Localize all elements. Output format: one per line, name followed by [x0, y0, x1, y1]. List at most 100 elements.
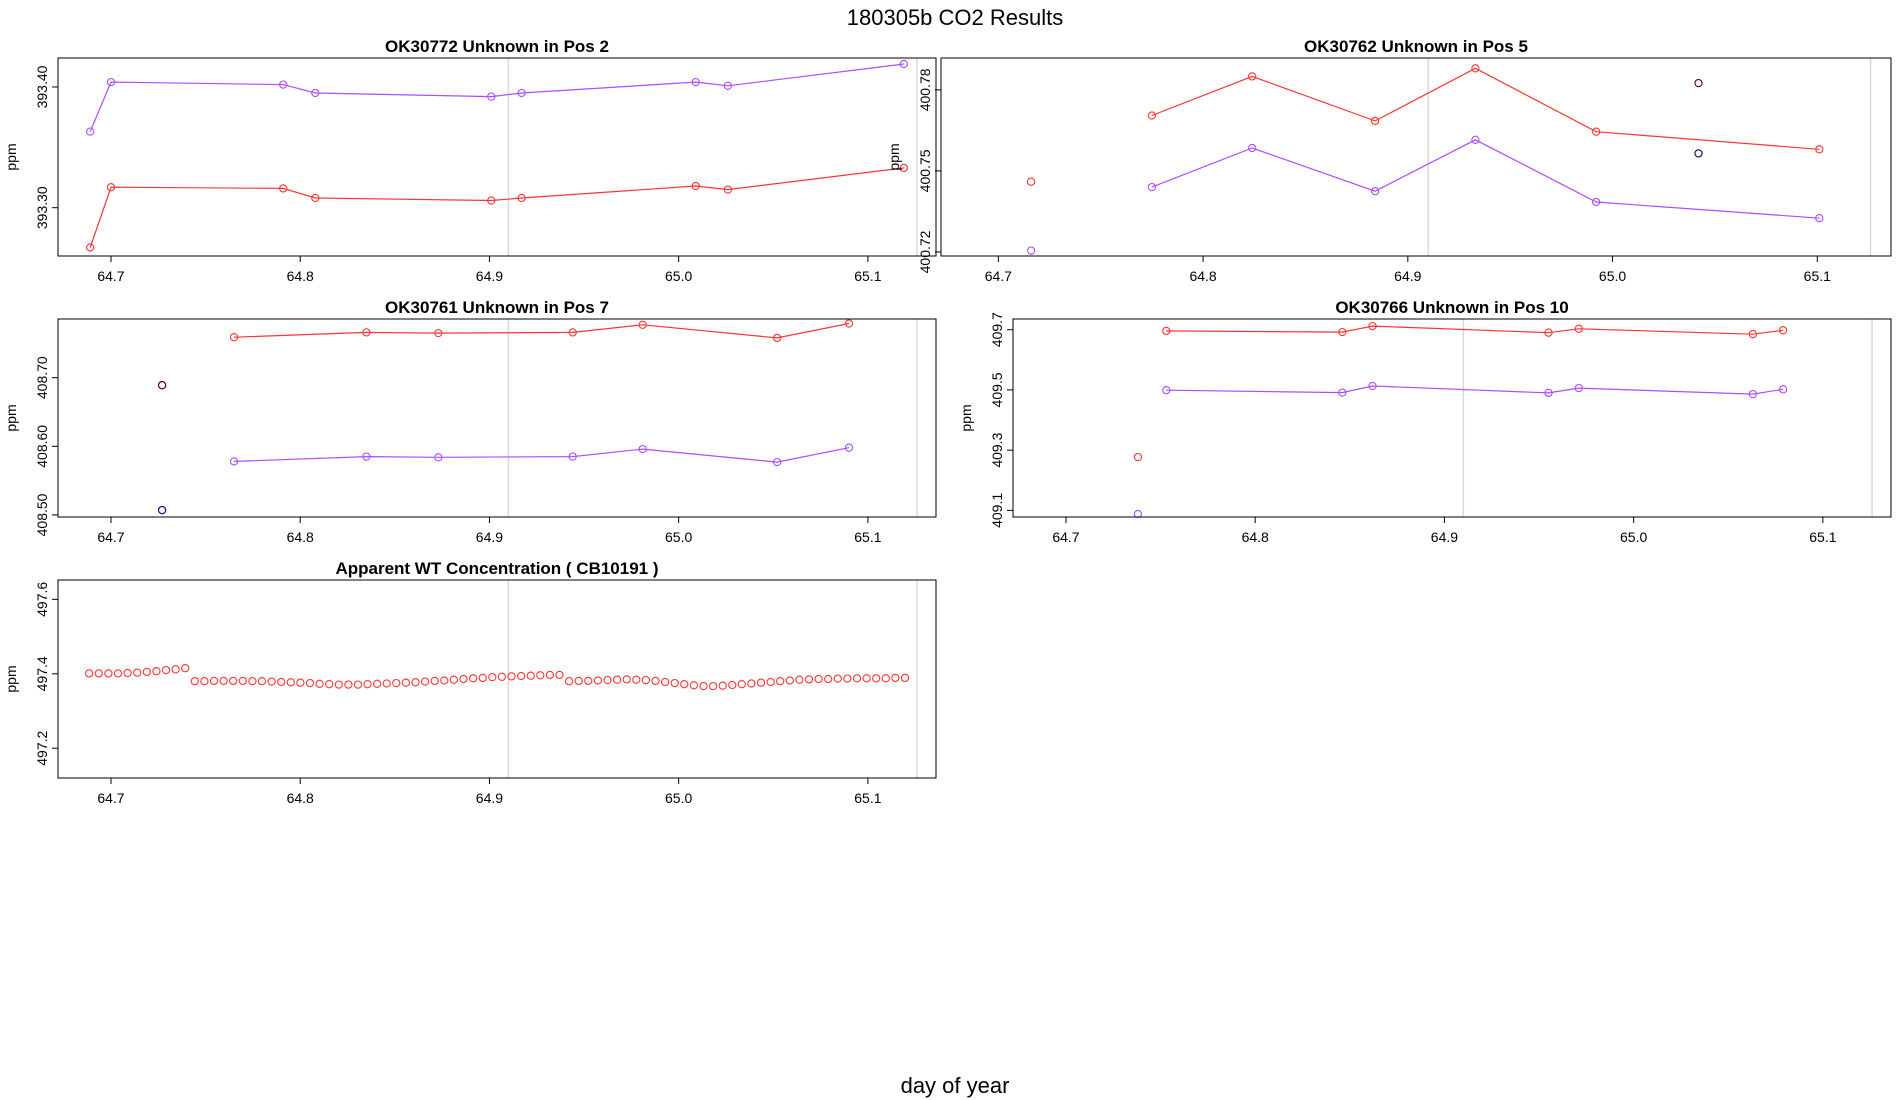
data-point-red: [756, 678, 766, 687]
data-point-red: [487, 196, 496, 205]
data-point-red: [238, 676, 247, 686]
data-point-red: [772, 333, 782, 343]
data-point-red: [1147, 111, 1157, 120]
data-point-red: [353, 680, 363, 689]
x-tick-label: 65.0: [1599, 268, 1626, 284]
data-point-red: [718, 681, 727, 690]
data-point-red: [488, 672, 497, 682]
data-point-purple: [1370, 187, 1380, 196]
data-point-red: [1471, 64, 1480, 73]
x-tick-label: 64.8: [287, 268, 314, 284]
data-point-red: [699, 681, 708, 691]
y-tick-label: 393.30: [34, 186, 50, 229]
x-tick-label: 65.1: [1809, 529, 1836, 545]
data-point-red: [1370, 116, 1380, 126]
x-tick-label: 65.1: [854, 268, 881, 284]
data-point-purple: [1368, 381, 1377, 391]
data-point-outlier-purple: [157, 505, 167, 515]
data-point-red: [362, 328, 371, 337]
data-point-red: [833, 674, 842, 683]
data-point-red: [286, 678, 295, 687]
x-tick-label: 65.0: [665, 790, 692, 806]
data-point-red: [1815, 145, 1824, 154]
plot-frame: [57, 318, 937, 518]
data-point-red: [516, 671, 526, 681]
data-point-red: [434, 328, 443, 338]
series-line-red: [233, 322, 850, 339]
plot-frame: [940, 57, 1892, 257]
data-point-red: [372, 679, 382, 688]
y-tick-label: 497.4: [34, 656, 50, 691]
series-line-red: [1151, 67, 1820, 150]
plot-frame: [57, 579, 937, 779]
data-point-purple: [362, 452, 371, 461]
data-point-red: [219, 676, 228, 686]
x-tick-label: 64.8: [1189, 268, 1216, 284]
data-point-purple: [1574, 383, 1583, 393]
data-point-red: [315, 679, 324, 688]
data-point-red: [622, 675, 631, 684]
data-point-red: [824, 674, 833, 684]
x-tick-label: 64.9: [476, 529, 503, 545]
data-point-purple: [279, 80, 288, 89]
figure-title: 180305b CO2 Results: [847, 5, 1063, 30]
data-point-red: [651, 676, 660, 686]
data-point-red: [267, 677, 276, 686]
data-point-purple: [1748, 389, 1758, 399]
data-point-purple: [86, 127, 95, 136]
data-point-purple: [691, 77, 700, 87]
y-axis-label: ppm: [3, 404, 19, 431]
x-tick-label: 64.9: [476, 790, 503, 806]
data-point-red: [852, 674, 862, 683]
data-point-red: [1592, 127, 1601, 136]
x-tick-label: 64.9: [1431, 529, 1458, 545]
data-point-red: [638, 320, 647, 329]
data-point-outlier-red: [157, 381, 167, 390]
panel-title: OK30762 Unknown in Pos 5: [1304, 37, 1528, 56]
data-point-red: [564, 677, 574, 686]
panel-ok30761: OK30761 Unknown in Pos 7 64.7 64.8 64.9 65.0…: [3, 298, 937, 545]
data-point-purple: [1592, 197, 1601, 207]
data-point-red: [311, 193, 320, 203]
data-point-red: [1133, 452, 1143, 462]
data-point-red: [507, 672, 516, 681]
x-tick-label: 65.0: [665, 529, 692, 545]
data-point-red: [785, 676, 794, 685]
x-tick-label: 65.1: [854, 529, 881, 545]
x-tick-label: 64.8: [287, 790, 314, 806]
data-point-red: [420, 677, 430, 686]
x-tick-label: 64.9: [1394, 268, 1421, 284]
data-point-red: [723, 185, 733, 194]
data-point-red: [1026, 177, 1036, 186]
y-tick-label: 409.5: [989, 372, 1005, 407]
data-point-purple: [1544, 388, 1553, 398]
data-point-red: [526, 671, 535, 680]
data-point-red: [85, 669, 94, 678]
data-point-red: [872, 674, 881, 683]
x-tick-label: 65.1: [1804, 268, 1831, 284]
data-point-red: [568, 328, 577, 337]
data-point-red: [133, 668, 142, 677]
data-point-red: [545, 670, 555, 680]
data-point-red: [737, 680, 746, 689]
data-point-red: [1574, 324, 1583, 333]
y-axis-label: ppm: [3, 665, 19, 692]
data-point-red: [891, 673, 900, 683]
data-point-purple: [638, 444, 647, 454]
data-point-red: [900, 673, 910, 683]
data-point-red: [430, 676, 439, 686]
y-axis-label: ppm: [886, 143, 902, 170]
data-point-red: [814, 674, 823, 684]
data-point-red: [1162, 326, 1171, 336]
data-point-red: [574, 676, 583, 686]
x-tick-label: 64.8: [1242, 529, 1269, 545]
panel-wt: Apparent WT Concentration ( CB10191 ) 64.…: [3, 559, 937, 806]
x-tick-label: 64.7: [1052, 529, 1079, 545]
data-point-red: [584, 676, 593, 686]
data-point-red: [1248, 72, 1257, 81]
y-tick-label: 400.72: [917, 230, 933, 273]
data-point-red: [279, 184, 288, 193]
data-point-red: [440, 676, 449, 685]
data-point-outlier-red: [1694, 78, 1703, 88]
